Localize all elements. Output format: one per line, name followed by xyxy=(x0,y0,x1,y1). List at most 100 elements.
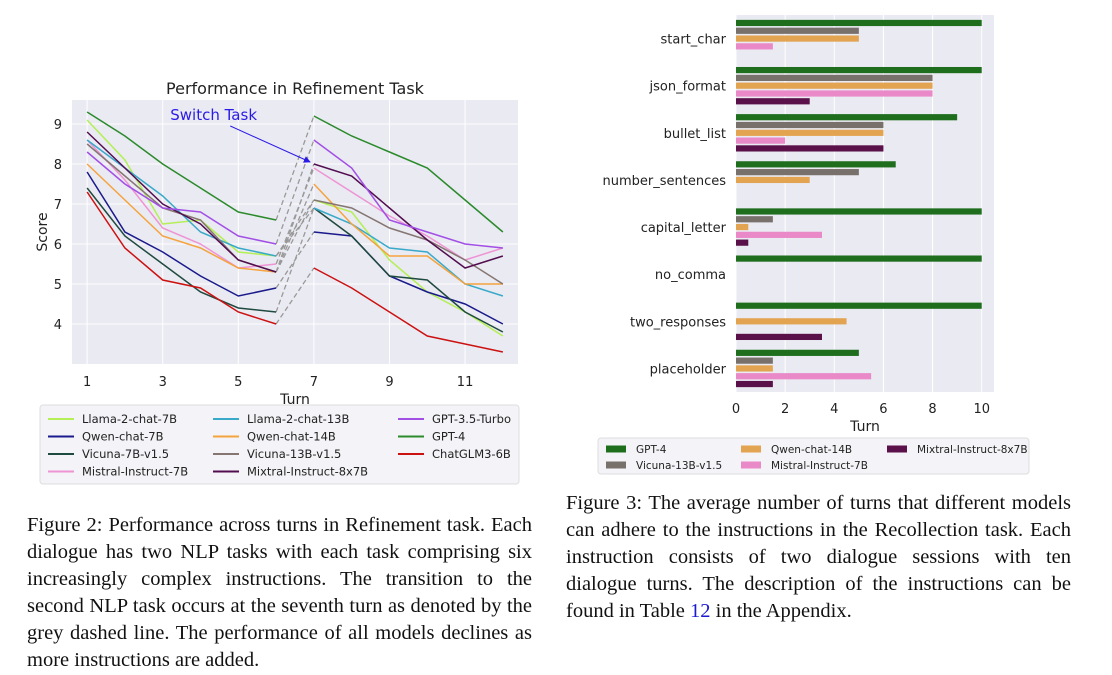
category-label-bullet-list: bullet_list xyxy=(664,127,726,142)
chart-title: Performance in Refinement Task xyxy=(166,79,425,98)
bar-number-sentences-vicuna-13b-v1-5 xyxy=(736,169,859,176)
bar-capital-letter-mistral-instruct-7b xyxy=(736,231,822,238)
x-tick-label: 8 xyxy=(928,402,936,417)
category-label-json-format: json_format xyxy=(649,80,726,95)
legend-label-mixtral-instruct-8x7b: Mixtral-Instruct-8x7B xyxy=(247,465,368,479)
bar-json-format-qwen-chat-14b xyxy=(736,82,933,89)
legend-swatch-mixtral-instruct-8x7b xyxy=(887,445,907,453)
bar-two-responses-mixtral-instruct-8x7b xyxy=(736,333,822,341)
figure-3-caption-text: The average number of turns that differe… xyxy=(566,492,1071,622)
bar-capital-letter-mixtral-instruct-8x7b xyxy=(736,239,749,246)
bar-placeholder-qwen-chat-14b xyxy=(736,365,773,372)
series-line-chatglm3-6b xyxy=(86,191,277,325)
bar-two-responses-qwen-chat-14b xyxy=(736,318,847,325)
switch-task-annotation: Switch Task xyxy=(170,106,257,124)
refinement-line-chart: 1 3 5 7 9 11 4 5 6 7 8 9 Performance in Refinement T… xyxy=(35,79,520,485)
switch-task-dashed-line xyxy=(275,199,315,273)
figure-3-caption-text-end: in the Appendix. xyxy=(710,600,852,622)
x-tick-label: 5 xyxy=(234,375,242,390)
series-line-vicuna-13b-v1-5 xyxy=(313,199,504,285)
legend-label-gpt-3-5-turbo: GPT-3.5-Turbo xyxy=(432,412,511,426)
legend-swatch-mistral-instruct-7b xyxy=(741,461,761,469)
category-label-number-sentences: number_sentences xyxy=(603,174,727,189)
x-tick-label: 10 xyxy=(973,402,990,417)
x-tick-label: 3 xyxy=(159,375,167,390)
x-tick-label: 0 xyxy=(732,402,740,417)
bar-json-format-gpt-4 xyxy=(736,66,982,74)
series-line-mistral-instruct-7b xyxy=(86,139,277,269)
y-tick-label: 4 xyxy=(54,318,62,333)
bar-bullet-list-gpt-4 xyxy=(736,114,958,121)
x-tick-label: 6 xyxy=(879,402,887,417)
bar-number-sentences-gpt-4 xyxy=(736,161,896,168)
x-tick-label: 7 xyxy=(310,375,318,390)
series-line-qwen-chat-14b xyxy=(313,183,503,285)
x-tick-label: 11 xyxy=(457,375,474,390)
legend-swatch-gpt-4 xyxy=(606,445,626,453)
bar-number-sentences-qwen-chat-14b xyxy=(736,176,810,184)
legend-box xyxy=(39,404,520,485)
series-line-vicuna-7b-v1-5 xyxy=(86,187,277,313)
legend-label-vicuna-13b-v1-5: Vicuna-13B-v1.5 xyxy=(247,447,341,461)
legend-label-mistral-instruct-7b: Mistral-Instruct-7B xyxy=(82,465,188,479)
switch-task-dashed-line xyxy=(275,207,315,313)
legend-label-chatglm3-6b: ChatGLM3-6B xyxy=(432,447,511,461)
series-line-mixtral-instruct-8x7b xyxy=(313,163,504,269)
series-line-chatglm3-6b xyxy=(313,267,504,353)
figure-3-label: Figure 3: xyxy=(566,492,643,514)
bar-two-responses-gpt-4 xyxy=(736,302,982,309)
series-line-qwen-chat-7b xyxy=(313,231,504,325)
bar-json-format-mixtral-instruct-8x7b xyxy=(736,98,810,105)
y-tick-label: 9 xyxy=(54,118,62,133)
series-line-qwen-chat-7b xyxy=(86,171,277,297)
switch-task-dashed-line xyxy=(275,267,315,325)
y-tick-label: 5 xyxy=(54,278,62,293)
x-tick-label: 1 xyxy=(83,375,91,390)
bar-bullet-list-mixtral-instruct-8x7b xyxy=(736,145,884,152)
legend-label-mistral-instruct-7b: Mistral-Instruct-7B xyxy=(771,460,868,472)
switch-task-dashed-line xyxy=(275,115,315,221)
legend-label-gpt-4: GPT-4 xyxy=(636,444,667,456)
figure-2-caption-text: Performance across turns in Refinement t… xyxy=(27,514,532,671)
x-tick-label: 4 xyxy=(830,402,838,417)
legend-label-vicuna-13b-v1-5: Vicuna-13B-v1.5 xyxy=(636,460,722,472)
bar-start-char-gpt-4 xyxy=(736,19,982,27)
series-line-gpt-4 xyxy=(86,111,277,221)
switch-task-arrow xyxy=(230,125,311,163)
legend-label-vicuna-7b-v1-5: Vicuna-7B-v1.5 xyxy=(82,447,169,461)
x-axis-label: Turn xyxy=(279,392,310,408)
bar-placeholder-gpt-4 xyxy=(736,349,859,356)
bar-bullet-list-mistral-instruct-7b xyxy=(736,137,786,144)
category-label-two-responses: two_responses xyxy=(630,315,726,330)
switch-task-dashed-line xyxy=(275,231,315,289)
bar-start-char-mistral-instruct-7b xyxy=(736,43,773,50)
bar-placeholder-mistral-instruct-7b xyxy=(736,373,872,380)
bar-json-format-vicuna-13b-v1-5 xyxy=(736,74,933,81)
x-tick-label: 9 xyxy=(385,375,393,390)
bar-capital-letter-vicuna-13b-v1-5 xyxy=(736,216,773,223)
y-tick-label: 6 xyxy=(54,238,62,253)
legend-swatch-vicuna-13b-v1-5 xyxy=(606,461,626,469)
bar-placeholder-vicuna-13b-v1-5 xyxy=(736,357,773,364)
bar-start-char-vicuna-13b-v1-5 xyxy=(736,27,859,34)
series-line-mixtral-instruct-8x7b xyxy=(86,131,277,273)
figure-2-label: Figure 2: xyxy=(27,514,103,536)
bar-start-char-qwen-chat-14b xyxy=(736,35,859,42)
x-axis-label: Turn xyxy=(849,419,880,435)
bar-bullet-list-qwen-chat-14b xyxy=(736,129,884,136)
table-reference-link[interactable]: 12 xyxy=(690,600,711,622)
category-label-start-char: start_char xyxy=(661,33,727,48)
category-label-no-comma: no_comma xyxy=(655,268,726,283)
legend-label-qwen-chat-7b: Qwen-chat-7B xyxy=(82,430,164,444)
series-line-gpt-3-5-turbo xyxy=(86,151,277,245)
legend-swatch-qwen-chat-14b xyxy=(741,445,761,453)
bar-placeholder-mixtral-instruct-8x7b xyxy=(736,380,773,388)
y-tick-label: 8 xyxy=(54,158,62,173)
series-line-llama-2-chat-13b xyxy=(313,207,504,297)
legend-label-llama-2-chat-7b: Llama-2-chat-7B xyxy=(82,412,177,426)
series-line-gpt-4 xyxy=(313,115,504,233)
switch-task-dashed-line xyxy=(275,207,315,257)
series-line-llama-2-chat-7b xyxy=(86,119,277,257)
switch-task-dashed-line xyxy=(275,163,315,273)
legend-label-mixtral-instruct-8x7b: Mixtral-Instruct-8x7B xyxy=(917,444,1028,456)
